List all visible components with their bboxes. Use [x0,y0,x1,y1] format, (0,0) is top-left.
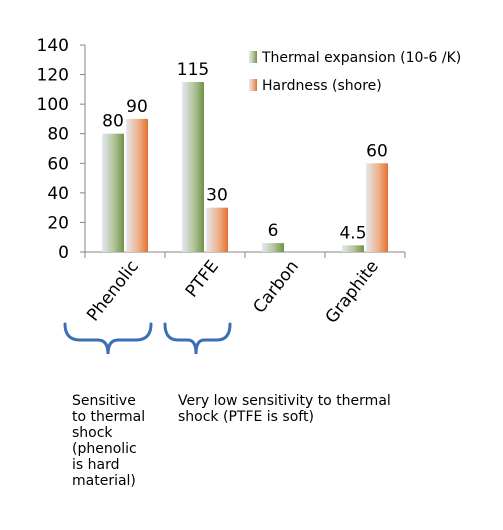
y-tick-label: 120 [37,66,69,86]
legend: Thermal expansion (10-6 /K) Hardness (sho… [249,50,461,94]
data-label: 4.5 [339,223,366,243]
category-label: Carbon [249,257,302,318]
legend-swatch [249,51,257,63]
y-tick-label: 140 [37,36,69,56]
right-note: Very low sensitivity to thermal shock (P… [178,393,391,425]
y-tick-label: 60 [47,154,69,174]
y-tick-label: 0 [58,243,69,263]
y-tick-label: 40 [47,184,69,204]
bar-ptfe-series-1 [182,81,204,252]
bar-graphite-series-2 [366,163,388,252]
bar-layer [102,81,388,252]
bar-graphite-series-1 [342,245,364,252]
data-label: 30 [206,186,228,206]
y-tick-label: 20 [47,213,69,233]
data-label: 115 [177,60,209,80]
category-label: Phenolic [83,257,143,326]
left-note: Sensitive to thermal shock (phenolic is … [72,393,146,489]
data-label: 6 [268,221,279,241]
left-brace [63,322,153,355]
legend-swatch [249,79,257,91]
legend-entry: Hardness (shore) [262,78,382,94]
legend-entry: Thermal expansion (10-6 /K) [261,50,461,66]
data-label: 80 [102,112,124,132]
data-label: 60 [366,141,388,161]
axis-layer: 0 20 40 60 80 100 120 140 [37,36,406,263]
bar-carbon-series-1 [262,243,284,252]
bar-ptfe-series-2 [206,207,228,252]
y-tick-label: 100 [37,95,69,115]
category-label: PTFE [182,257,223,302]
brace-layer [63,322,232,355]
right-brace [163,322,232,355]
y-tick-label: 80 [47,125,69,145]
category-label: Graphite [322,257,383,328]
bar-phenolic-series-1 [102,133,124,252]
bar-phenolic-series-2 [126,118,148,252]
data-label: 90 [126,97,148,117]
